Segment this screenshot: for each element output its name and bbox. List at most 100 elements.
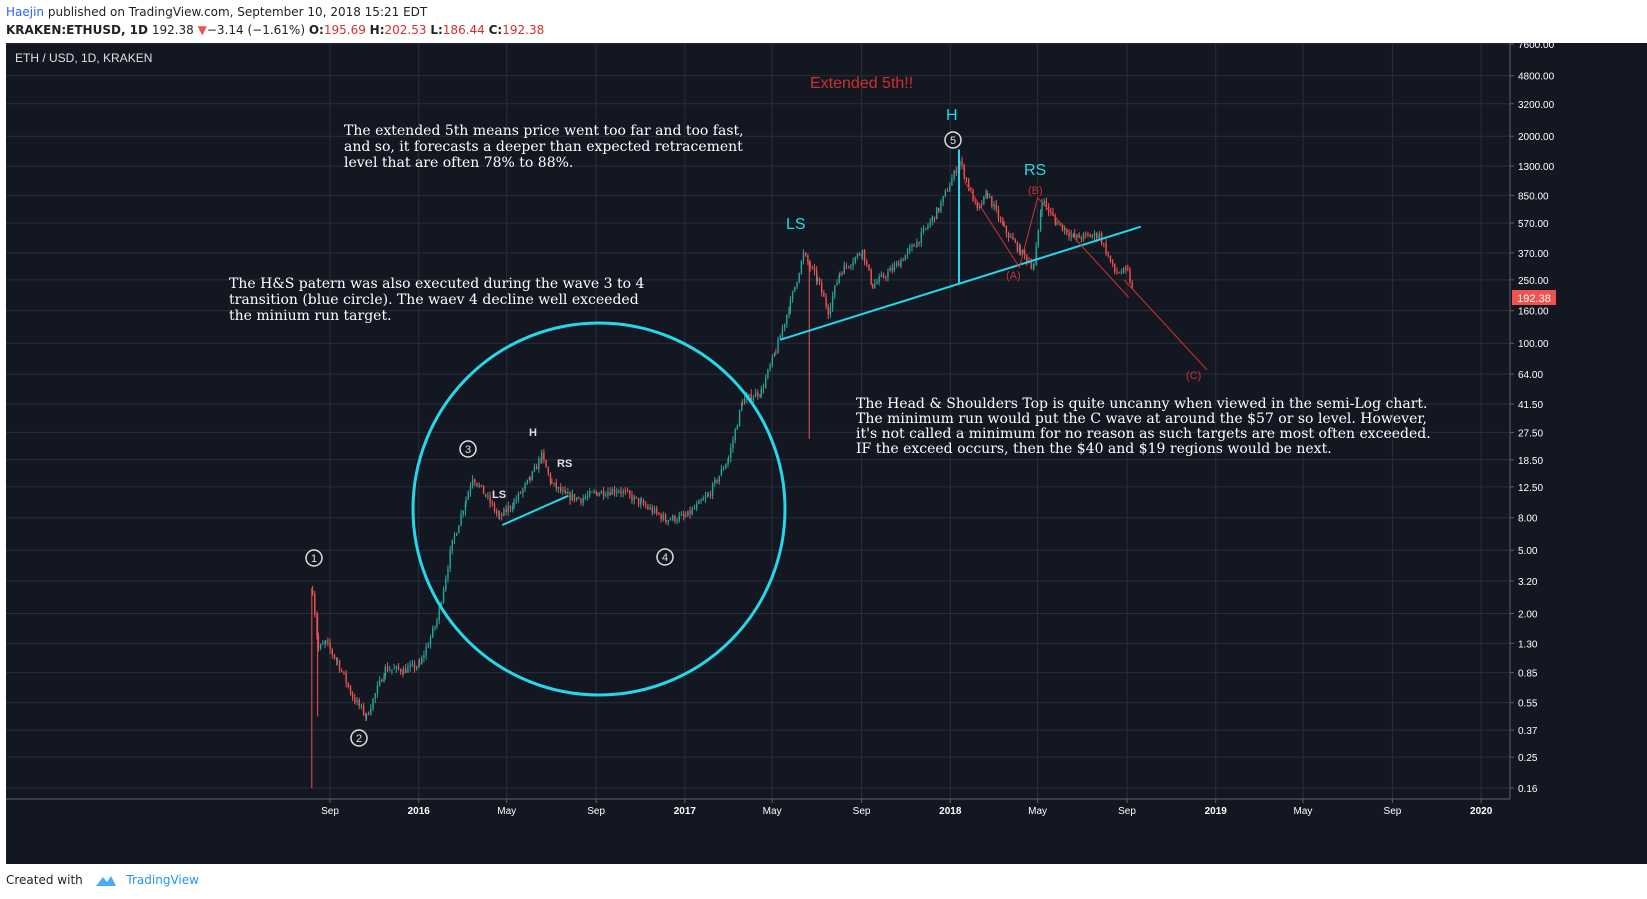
candle-body: [769, 364, 771, 370]
candle-body: [358, 699, 360, 707]
candle-body: [635, 496, 638, 498]
time-axis[interactable]: Sep 2016 May Sep 2017 May Sep 2018 May Sep 2019 May…: [321, 799, 1493, 817]
candle-body: [702, 498, 704, 501]
candle-body: [847, 266, 850, 268]
extended-5th-note-line-2: and so, it forecasts a deeper than expec…: [344, 139, 743, 155]
candle-body: [1043, 200, 1045, 204]
y-tick-label: 250.00: [1518, 276, 1549, 287]
candle-body: [967, 179, 970, 189]
candle-body: [775, 352, 777, 354]
candle-body: [807, 255, 809, 263]
candle-body: [372, 698, 374, 709]
candle-body: [1125, 268, 1127, 269]
x-tick-label: 2020: [1470, 806, 1493, 817]
candle-body: [498, 513, 500, 516]
candle-body: [1076, 234, 1078, 238]
candle-body: [871, 283, 874, 289]
candle-body: [993, 204, 995, 207]
candle-body: [858, 253, 861, 256]
y-tick-label: 570.00: [1518, 219, 1549, 230]
candle-body: [718, 475, 720, 482]
y-tick-label: 18.50: [1518, 456, 1543, 467]
candle-body: [327, 640, 329, 644]
candle-body: [1114, 263, 1116, 273]
close-value: 192.38: [502, 23, 545, 37]
hs-circle: [411, 321, 787, 697]
candle-body: [716, 479, 718, 482]
candle-body: [980, 203, 983, 205]
candle-body: [970, 188, 972, 190]
candle-body: [564, 491, 567, 494]
x-tick-label: May: [497, 806, 516, 817]
y-tick-label: 100.00: [1518, 339, 1549, 350]
x-tick-label: Sep: [853, 806, 871, 817]
candle-body: [734, 429, 736, 441]
candle-body: [484, 494, 487, 497]
candle-body: [741, 402, 743, 411]
candle-body: [802, 252, 805, 262]
author-link[interactable]: Haejin: [6, 5, 45, 19]
y-tick-label: 0.16: [1518, 784, 1538, 795]
y-tick-label: 5.00: [1518, 546, 1538, 557]
candle-body: [771, 356, 774, 365]
price-series: [311, 156, 1133, 788]
candle-body: [916, 241, 918, 247]
candle-body: [1063, 228, 1066, 231]
candle-body: [629, 491, 631, 495]
candle-body: [674, 515, 676, 522]
candle-body: [839, 273, 841, 275]
price-axis[interactable]: 7600.00 4800.00 3200.00 2000.00 1300.00 850.0…: [1510, 43, 1555, 795]
candle-body: [1005, 226, 1008, 234]
candle-body: [356, 699, 358, 703]
candle-body: [640, 500, 642, 505]
price-chart[interactable]: ETH / USD, 1D, KRAKEN Extended 5th!! H L…: [6, 43, 1647, 864]
wave-5-marker: 5: [944, 131, 962, 149]
candle-body: [425, 647, 427, 656]
created-with-text: Created with: [6, 873, 83, 887]
candle-body: [773, 352, 776, 357]
candle-body: [1010, 236, 1012, 238]
candle-body: [915, 246, 918, 248]
low-label: L:: [430, 23, 443, 37]
candle-body: [920, 231, 923, 244]
candle-body: [1116, 272, 1118, 273]
candle-body: [870, 269, 872, 284]
candle-body: [374, 693, 376, 699]
ohlc-line: KRAKEN:ETHUSD, 1D 192.38 ▼−3.14 (−1.61%)…: [6, 23, 544, 37]
open-label: O:: [308, 23, 324, 37]
candle-body: [765, 377, 767, 388]
candle-body: [995, 204, 997, 210]
candle-body: [421, 657, 423, 664]
candle-body: [505, 509, 507, 513]
candle-body: [732, 440, 734, 448]
candle-body: [596, 492, 598, 496]
candle-body: [478, 485, 480, 486]
candle-body: [827, 306, 829, 315]
candle-body: [509, 506, 512, 509]
candle-body: [1087, 233, 1089, 235]
candle-body: [451, 539, 453, 551]
x-tick-label: 2017: [674, 806, 697, 817]
candle-body: [902, 259, 904, 261]
candle-body: [567, 492, 569, 494]
candle-body: [885, 277, 887, 279]
tradingview-logo-icon: [95, 876, 116, 886]
candle-body: [700, 500, 702, 502]
candle-body: [815, 270, 818, 281]
candle-body: [727, 460, 729, 465]
candle-body: [429, 637, 432, 646]
candle-body: [798, 273, 800, 282]
candle-body: [1035, 245, 1037, 266]
candle-body: [1093, 232, 1096, 236]
candle-body: [354, 698, 356, 703]
candle-body: [453, 535, 456, 540]
symbol-label: KRAKEN:ETHUSD, 1D: [6, 23, 148, 37]
candle-body: [986, 193, 989, 197]
high-value: 202.53: [384, 23, 427, 37]
candle-body: [1085, 233, 1087, 235]
tradingview-link[interactable]: TradingView: [126, 873, 199, 887]
candle-body: [609, 491, 611, 495]
candle-body: [789, 299, 792, 312]
candle-body: [317, 635, 320, 649]
candle-body: [540, 452, 543, 461]
